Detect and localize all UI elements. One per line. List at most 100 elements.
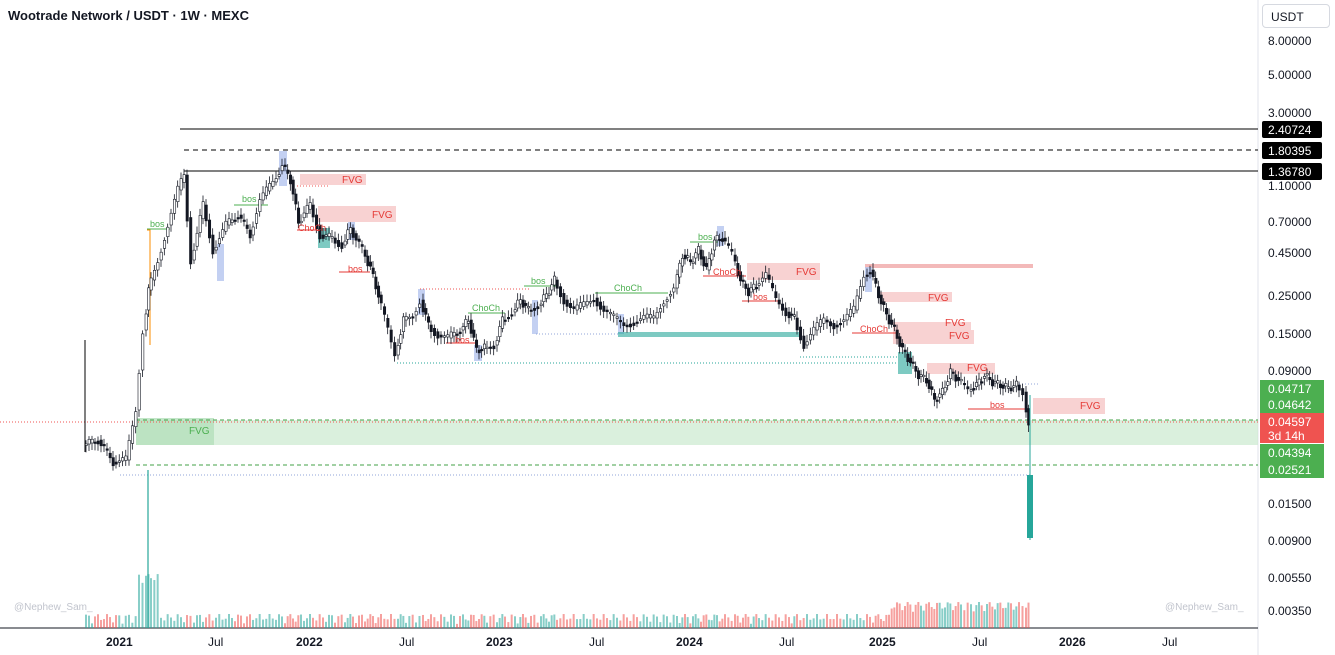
volume-bar bbox=[453, 615, 455, 628]
current-price-badge[interactable] bbox=[1260, 413, 1324, 443]
candle-body bbox=[710, 253, 714, 261]
volume-bar bbox=[402, 615, 405, 628]
volume-bar bbox=[141, 582, 144, 628]
candle-body bbox=[721, 238, 725, 242]
volume-bar bbox=[294, 621, 297, 628]
bos-label: bos bbox=[348, 264, 363, 274]
volume-bar bbox=[208, 614, 211, 628]
volume-bar bbox=[755, 614, 758, 628]
candle-body bbox=[366, 255, 370, 267]
candle-body bbox=[727, 243, 731, 246]
volume-bar bbox=[569, 618, 572, 628]
price-tick: 3.00000 bbox=[1268, 106, 1312, 120]
fvg-label: FVG bbox=[372, 210, 393, 221]
volume-bar bbox=[978, 602, 980, 628]
price-badge[interactable] bbox=[1260, 396, 1324, 413]
candle-body bbox=[411, 316, 415, 319]
candle-body bbox=[702, 256, 706, 267]
candle-body bbox=[632, 322, 636, 326]
candle-body bbox=[1001, 384, 1005, 389]
fvg-box[interactable] bbox=[300, 174, 366, 185]
volume-bar bbox=[761, 620, 764, 628]
candle-body bbox=[946, 381, 950, 386]
candle-body bbox=[242, 219, 246, 222]
volume-bar bbox=[930, 607, 933, 628]
price-badge[interactable] bbox=[1262, 163, 1322, 180]
volume-bar bbox=[612, 614, 615, 628]
candle-body bbox=[166, 226, 170, 237]
volume-bar bbox=[874, 615, 877, 628]
candle-body bbox=[124, 455, 128, 461]
volume-bar bbox=[793, 616, 796, 628]
fvg-box[interactable] bbox=[318, 206, 396, 222]
volume-bar bbox=[344, 622, 346, 628]
candle-body bbox=[1004, 383, 1008, 387]
volume-bar bbox=[816, 614, 818, 628]
price-badge[interactable] bbox=[1262, 142, 1322, 159]
fvg-label: FVG bbox=[949, 331, 970, 342]
volume-bar bbox=[355, 623, 357, 628]
candle-body bbox=[321, 234, 325, 239]
volume-bar bbox=[888, 614, 890, 628]
fvg-label: FVG bbox=[945, 318, 966, 329]
volume-bar bbox=[271, 618, 274, 628]
price-badge[interactable] bbox=[1260, 444, 1324, 461]
candle-body bbox=[274, 178, 278, 183]
candle-body bbox=[404, 316, 408, 321]
price-badge[interactable] bbox=[1260, 461, 1324, 478]
volume-bar bbox=[186, 615, 188, 628]
candle-body bbox=[429, 324, 433, 332]
candle-body bbox=[655, 311, 659, 319]
candle-body bbox=[217, 238, 221, 245]
order-block bbox=[418, 289, 425, 315]
candle-body bbox=[925, 378, 929, 384]
candle-body bbox=[149, 277, 153, 291]
fvg-box[interactable] bbox=[1033, 398, 1105, 414]
volume-bar bbox=[240, 615, 242, 628]
volume-bar bbox=[966, 602, 969, 628]
fvg-green-zone[interactable] bbox=[136, 420, 1258, 445]
volume-bar bbox=[622, 614, 625, 628]
candle-body bbox=[605, 309, 609, 313]
volume-bar bbox=[134, 616, 137, 628]
volume-bar bbox=[639, 621, 642, 628]
candle-body bbox=[159, 251, 163, 261]
volume-bar bbox=[949, 603, 952, 628]
fvg-box[interactable] bbox=[865, 264, 1033, 268]
volume-bar bbox=[550, 615, 553, 628]
volume-bar bbox=[999, 602, 1002, 628]
candle-body bbox=[480, 349, 484, 352]
candle-body bbox=[829, 321, 833, 327]
fvg-box[interactable] bbox=[927, 363, 995, 374]
candle-body bbox=[662, 303, 666, 307]
candle-body bbox=[799, 326, 803, 341]
candle-body bbox=[414, 311, 418, 316]
demand-zone bbox=[618, 332, 801, 337]
volume-bar bbox=[1002, 608, 1004, 628]
candle-body bbox=[980, 381, 984, 384]
candle-body bbox=[579, 302, 583, 309]
price-badge[interactable] bbox=[1262, 121, 1322, 138]
fvg-box[interactable] bbox=[893, 322, 971, 332]
price-tick: 8.00000 bbox=[1268, 34, 1312, 48]
price-badge[interactable] bbox=[1260, 380, 1324, 397]
volume-bar bbox=[922, 610, 925, 628]
candle-body bbox=[374, 276, 378, 290]
fvg-box[interactable] bbox=[880, 292, 952, 302]
volume-bar bbox=[994, 609, 996, 628]
candle-body bbox=[469, 319, 473, 334]
volume-bar bbox=[436, 621, 439, 628]
candle-body bbox=[694, 252, 698, 259]
candle-body bbox=[302, 212, 306, 219]
volume-bar bbox=[480, 614, 483, 628]
volume-bar bbox=[516, 623, 519, 628]
chart-title[interactable]: Wootrade Network / USDT · 1W · MEXC bbox=[8, 8, 249, 23]
candle-body bbox=[176, 185, 180, 202]
candle-body bbox=[357, 238, 361, 242]
candle-body bbox=[993, 381, 997, 384]
volume-bar bbox=[880, 619, 882, 628]
currency-button[interactable]: USDT bbox=[1262, 4, 1330, 28]
fvg-box[interactable] bbox=[893, 330, 974, 344]
volume-bar bbox=[121, 623, 124, 628]
